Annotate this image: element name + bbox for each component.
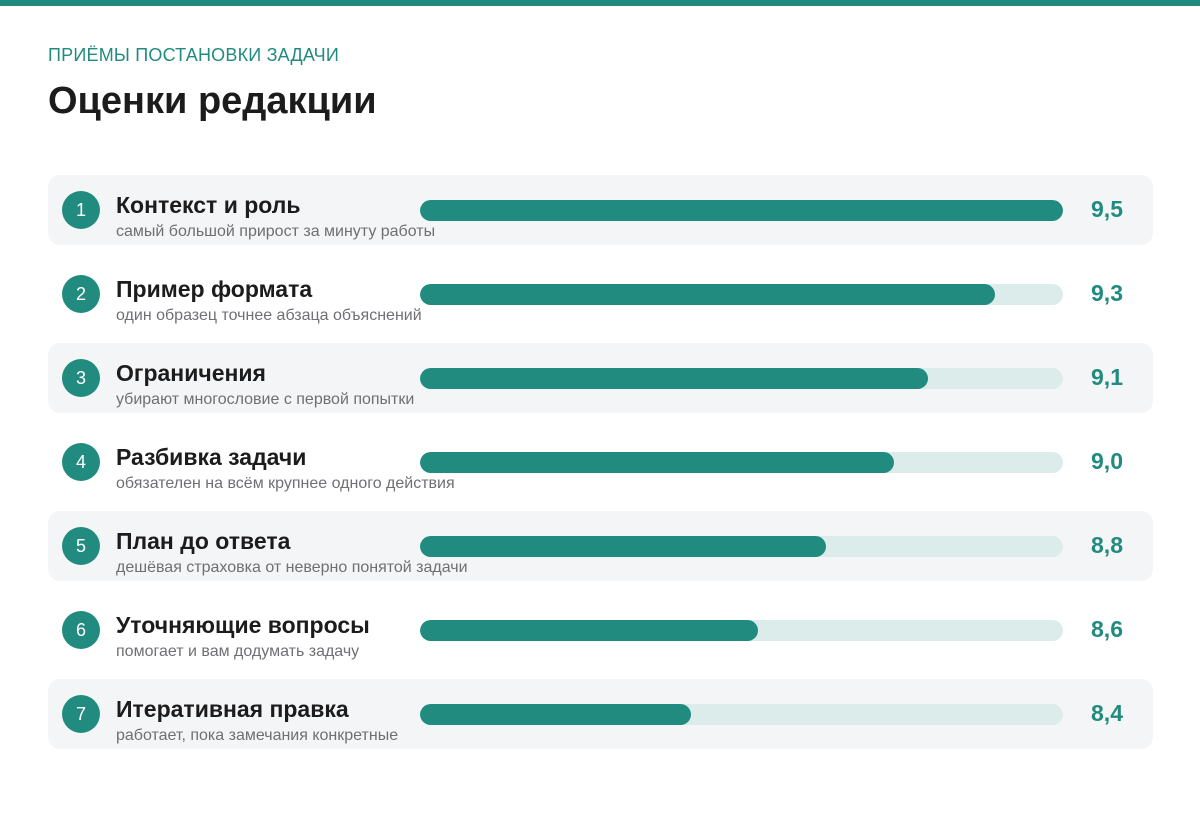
bar-fill	[420, 284, 996, 305]
bar-track	[420, 200, 1063, 221]
bar-track	[420, 452, 1063, 473]
technique-title: Итеративная правка	[116, 696, 349, 722]
technique-subtitle: один образец точнее абзаца объяснений	[116, 307, 422, 324]
bar-track	[420, 704, 1063, 725]
bar-fill	[420, 620, 759, 641]
page-title: Оценки редакции	[48, 80, 377, 122]
score-value: 8,6	[1091, 616, 1123, 642]
rank-badge: 3	[62, 359, 100, 397]
score-list: 1 Контекст и роль самый большой прирост за…	[48, 175, 1153, 763]
rank-badge: 5	[62, 527, 100, 565]
score-value: 8,8	[1091, 532, 1123, 558]
technique-subtitle: обязателен на всём крупнее одного действ…	[116, 475, 455, 492]
bar-track	[420, 536, 1063, 557]
technique-title: Контекст и роль	[116, 192, 301, 218]
score-value: 9,5	[1091, 196, 1123, 222]
top-accent-bar	[0, 0, 1200, 6]
bar-track	[420, 620, 1063, 641]
technique-subtitle: помогает и вам додумать задачу	[116, 643, 360, 660]
score-value: 9,1	[1091, 364, 1123, 390]
score-row: 6 Уточняющие вопросы помогает и вам додума…	[48, 595, 1153, 665]
bar-fill	[420, 452, 894, 473]
technique-title: Ограничения	[116, 360, 266, 386]
technique-title: Пример формата	[116, 276, 313, 302]
rank-badge: 4	[62, 443, 100, 481]
score-row: 1 Контекст и роль самый большой прирост за…	[48, 175, 1153, 245]
technique-subtitle: работает, пока замечания конкретные	[116, 727, 399, 744]
technique-subtitle: самый большой прирост за минуту работы	[116, 223, 436, 240]
eyebrow-label: ПРИЁМЫ ПОСТАНОВКИ ЗАДАЧИ	[48, 45, 339, 65]
bar-fill	[420, 704, 691, 725]
score-value: 8,4	[1091, 700, 1123, 726]
rank-badge: 1	[62, 191, 100, 229]
score-value: 9,0	[1091, 448, 1123, 474]
bar-fill	[420, 200, 1063, 221]
score-value: 9,3	[1091, 280, 1123, 306]
bar-fill	[420, 368, 928, 389]
technique-subtitle: дешёвая страховка от неверно понятой зад…	[116, 559, 468, 576]
rank-badge: 7	[62, 695, 100, 733]
rank-badge: 6	[62, 611, 100, 649]
score-row: 2 Пример формата один образец точнее абзац…	[48, 259, 1153, 329]
technique-title: Разбивка задачи	[116, 444, 307, 470]
technique-title: План до ответа	[116, 528, 291, 554]
bar-track	[420, 368, 1063, 389]
technique-subtitle: убирают многословие с первой попытки	[116, 391, 415, 408]
bar-fill	[420, 536, 827, 557]
score-row: 7 Итеративная правка работает, пока замеча…	[48, 679, 1153, 749]
rank-badge: 2	[62, 275, 100, 313]
bar-track	[420, 284, 1063, 305]
technique-title: Уточняющие вопросы	[116, 612, 370, 638]
score-row: 5 План до ответа дешёвая страховка от неве…	[48, 511, 1153, 581]
score-row: 4 Разбивка задачи обязателен на всём крупн…	[48, 427, 1153, 497]
score-row: 3 Ограничения убирают многословие с первой…	[48, 343, 1153, 413]
